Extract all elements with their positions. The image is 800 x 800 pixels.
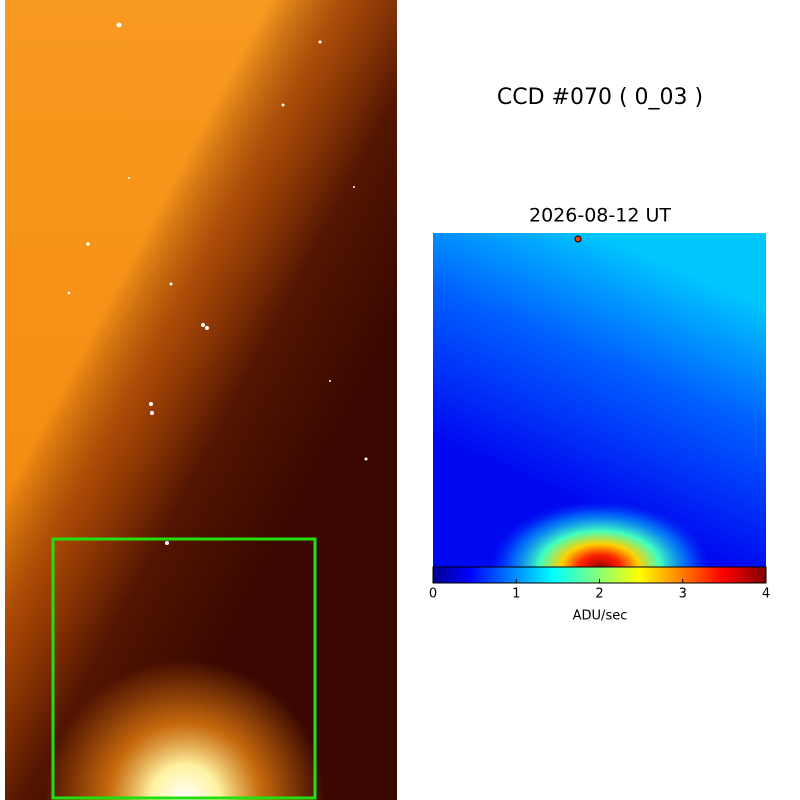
colorbar-label: ADU/sec	[573, 609, 628, 624]
image-title: 2026-08-12 UT	[529, 205, 671, 227]
star	[574, 235, 582, 243]
ccd-image	[5, 0, 397, 800]
title: CCD #070 ( 0_03 )	[497, 85, 703, 110]
zoom-image	[433, 233, 766, 567]
ccd-glow	[5, 600, 397, 800]
colorbar-tick-label: 3	[679, 587, 687, 602]
colorbar-tick-label: 2	[595, 587, 603, 602]
zoom-box	[51, 537, 317, 800]
stars	[67, 22, 368, 545]
colorbar-tick-label: 1	[512, 587, 520, 602]
colorbar-tick-label: 0	[429, 587, 437, 602]
colorbar-tick-label: 4	[762, 587, 770, 602]
colorbar: ADU/sec 0 1 2 3 4	[429, 566, 770, 624]
zoom-glow	[433, 440, 766, 567]
